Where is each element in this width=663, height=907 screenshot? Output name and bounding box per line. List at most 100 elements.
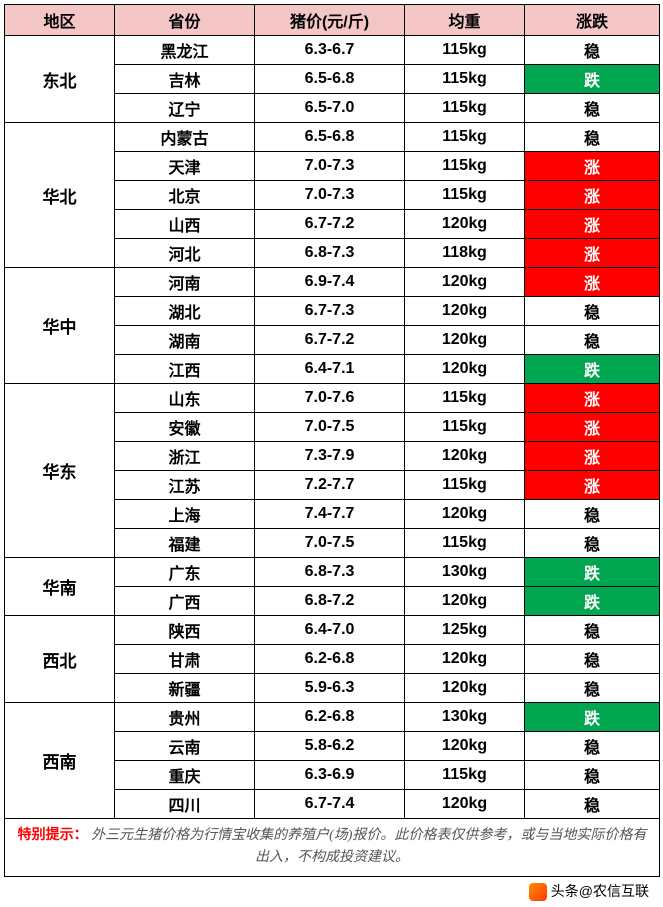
province-cell: 天津: [115, 152, 255, 181]
trend-cell: 稳: [525, 616, 660, 645]
weight-cell: 130kg: [405, 703, 525, 732]
province-cell: 黑龙江: [115, 36, 255, 65]
region-cell: 华中: [5, 268, 115, 384]
province-cell: 江苏: [115, 471, 255, 500]
price-cell: 6.7-7.3: [255, 297, 405, 326]
trend-cell: 涨: [525, 239, 660, 268]
col-header-3: 均重: [405, 5, 525, 36]
weight-cell: 115kg: [405, 761, 525, 790]
region-cell: 华北: [5, 123, 115, 268]
weight-cell: 130kg: [405, 558, 525, 587]
price-cell: 6.2-6.8: [255, 645, 405, 674]
tip-label: 特别提示：: [18, 828, 88, 843]
weight-cell: 120kg: [405, 442, 525, 471]
price-cell: 7.4-7.7: [255, 500, 405, 529]
price-cell: 7.0-7.3: [255, 181, 405, 210]
weight-cell: 115kg: [405, 413, 525, 442]
footer-tip-row: 特别提示： 外三元生猪价格为行情宝收集的养殖户(场)报价。此价格表仅供参考，或与…: [5, 819, 660, 877]
province-cell: 陕西: [115, 616, 255, 645]
weight-cell: 115kg: [405, 529, 525, 558]
weight-cell: 120kg: [405, 790, 525, 819]
col-header-4: 涨跌: [525, 5, 660, 36]
price-cell: 6.9-7.4: [255, 268, 405, 297]
province-cell: 山西: [115, 210, 255, 239]
weight-cell: 115kg: [405, 181, 525, 210]
price-cell: 6.3-6.7: [255, 36, 405, 65]
price-cell: 6.5-6.8: [255, 65, 405, 94]
region-cell: 华东: [5, 384, 115, 558]
weight-cell: 115kg: [405, 152, 525, 181]
weight-cell: 118kg: [405, 239, 525, 268]
weight-cell: 115kg: [405, 384, 525, 413]
region-cell: 西北: [5, 616, 115, 703]
tip-text: 外三元生猪价格为行情宝收集的养殖户(场)报价。此价格表仅供参考，或与当地实际价格…: [91, 828, 646, 865]
price-cell: 5.9-6.3: [255, 674, 405, 703]
province-cell: 重庆: [115, 761, 255, 790]
price-cell: 6.4-7.0: [255, 616, 405, 645]
price-cell: 7.0-7.6: [255, 384, 405, 413]
province-cell: 辽宁: [115, 94, 255, 123]
province-cell: 浙江: [115, 442, 255, 471]
province-cell: 河南: [115, 268, 255, 297]
price-cell: 6.8-7.3: [255, 239, 405, 268]
province-cell: 江西: [115, 355, 255, 384]
weight-cell: 120kg: [405, 355, 525, 384]
weight-cell: 115kg: [405, 36, 525, 65]
price-cell: 6.5-7.0: [255, 94, 405, 123]
trend-cell: 稳: [525, 732, 660, 761]
trend-cell: 涨: [525, 442, 660, 471]
trend-cell: 跌: [525, 587, 660, 616]
trend-cell: 稳: [525, 297, 660, 326]
col-header-0: 地区: [5, 5, 115, 36]
province-cell: 湖南: [115, 326, 255, 355]
col-header-1: 省份: [115, 5, 255, 36]
province-cell: 贵州: [115, 703, 255, 732]
weight-cell: 120kg: [405, 326, 525, 355]
price-cell: 6.7-7.2: [255, 210, 405, 239]
province-cell: 山东: [115, 384, 255, 413]
province-cell: 云南: [115, 732, 255, 761]
trend-cell: 跌: [525, 703, 660, 732]
province-cell: 新疆: [115, 674, 255, 703]
weight-cell: 120kg: [405, 210, 525, 239]
province-cell: 上海: [115, 500, 255, 529]
province-cell: 甘肃: [115, 645, 255, 674]
price-cell: 7.0-7.5: [255, 529, 405, 558]
weight-cell: 115kg: [405, 123, 525, 152]
weight-cell: 125kg: [405, 616, 525, 645]
province-cell: 四川: [115, 790, 255, 819]
source-prefix: 头条: [551, 883, 579, 899]
weight-cell: 120kg: [405, 587, 525, 616]
province-cell: 福建: [115, 529, 255, 558]
trend-cell: 跌: [525, 355, 660, 384]
weight-cell: 120kg: [405, 297, 525, 326]
table-header: 地区省份猪价(元/斤)均重涨跌: [5, 5, 660, 36]
price-cell: 6.3-6.9: [255, 761, 405, 790]
weight-cell: 120kg: [405, 674, 525, 703]
table-row: 西南贵州6.2-6.8130kg跌: [5, 703, 660, 732]
table-row: 华南广东6.8-7.3130kg跌: [5, 558, 660, 587]
region-cell: 西南: [5, 703, 115, 819]
price-table: 地区省份猪价(元/斤)均重涨跌 东北黑龙江6.3-6.7115kg稳吉林6.5-…: [4, 4, 660, 877]
trend-cell: 跌: [525, 558, 660, 587]
weight-cell: 120kg: [405, 268, 525, 297]
toutiao-icon: [529, 883, 547, 901]
col-header-2: 猪价(元/斤): [255, 5, 405, 36]
table-row: 东北黑龙江6.3-6.7115kg稳: [5, 36, 660, 65]
province-cell: 安徽: [115, 413, 255, 442]
trend-cell: 涨: [525, 181, 660, 210]
province-cell: 广西: [115, 587, 255, 616]
table-row: 西北陕西6.4-7.0125kg稳: [5, 616, 660, 645]
price-cell: 6.8-7.3: [255, 558, 405, 587]
trend-cell: 跌: [525, 65, 660, 94]
price-cell: 6.2-6.8: [255, 703, 405, 732]
price-cell: 7.0-7.5: [255, 413, 405, 442]
province-cell: 内蒙古: [115, 123, 255, 152]
region-cell: 东北: [5, 36, 115, 123]
trend-cell: 涨: [525, 152, 660, 181]
weight-cell: 120kg: [405, 500, 525, 529]
price-cell: 6.7-7.4: [255, 790, 405, 819]
trend-cell: 涨: [525, 268, 660, 297]
trend-cell: 稳: [525, 529, 660, 558]
trend-cell: 稳: [525, 761, 660, 790]
